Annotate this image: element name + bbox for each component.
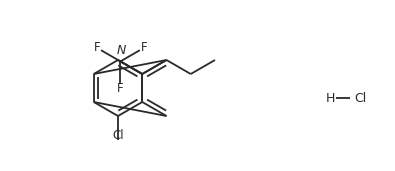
Text: N: N bbox=[116, 43, 126, 56]
Text: F: F bbox=[141, 41, 147, 54]
Text: F: F bbox=[117, 82, 124, 95]
Text: H: H bbox=[325, 91, 335, 104]
Text: Cl: Cl bbox=[112, 129, 124, 142]
Text: F: F bbox=[93, 41, 100, 54]
Text: Cl: Cl bbox=[354, 91, 366, 104]
